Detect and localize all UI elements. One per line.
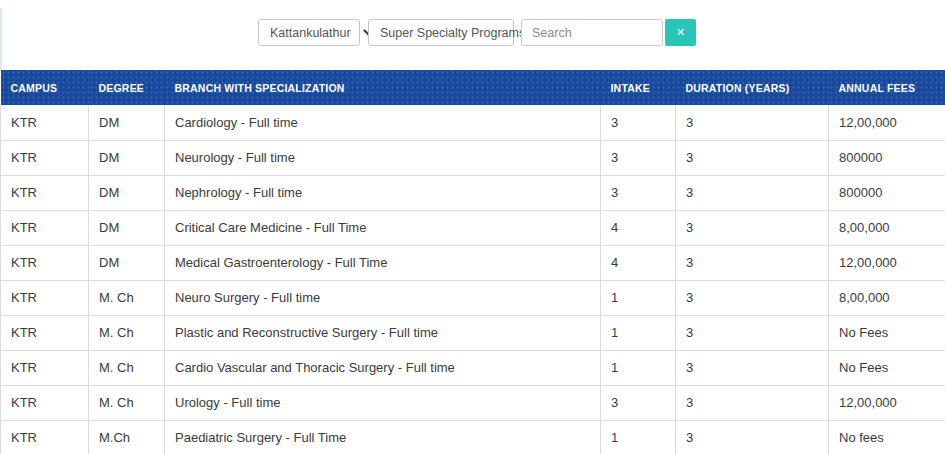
- cell-intake: 1: [601, 315, 676, 350]
- programs-table: CAMPUS DEGREE BRANCH WITH SPECIALIZATION…: [0, 70, 945, 454]
- cell-intake: 1: [601, 420, 676, 454]
- table-row: KTR M. Ch Plastic and Reconstructive Sur…: [1, 315, 945, 350]
- cell-duration: 3: [676, 210, 829, 245]
- cell-degree: M. Ch: [89, 315, 165, 350]
- table-row: KTR DM Cardiology - Full time 3 3 12,00,…: [1, 105, 945, 140]
- table-row: KTR M. Ch Urology - Full time 3 3 12,00,…: [1, 385, 945, 420]
- cell-degree: DM: [89, 210, 165, 245]
- program-select[interactable]: Super Specialty Programs: [368, 19, 514, 46]
- cell-campus: KTR: [1, 280, 89, 315]
- cell-degree: DM: [89, 175, 165, 210]
- table-row: KTR M. Ch Cardio Vascular and Thoracic S…: [1, 350, 945, 385]
- column-header-intake: INTAKE: [601, 70, 676, 105]
- table-row: KTR DM Nephrology - Full time 3 3 800000: [1, 175, 945, 210]
- campus-select[interactable]: Kattankulathur: [258, 19, 360, 46]
- cell-intake: 3: [601, 175, 676, 210]
- cell-duration: 3: [676, 315, 829, 350]
- cell-duration: 3: [676, 245, 829, 280]
- cell-duration: 3: [676, 420, 829, 454]
- page-edge-line: [0, 8, 2, 70]
- table-row: KTR DM Critical Care Medicine - Full Tim…: [1, 210, 945, 245]
- cell-branch: Critical Care Medicine - Full Time: [165, 210, 601, 245]
- cell-intake: 4: [601, 245, 676, 280]
- table-row: KTR M.Ch Paediatric Surgery - Full Time …: [1, 420, 945, 454]
- cell-duration: 3: [676, 105, 829, 140]
- table-header: CAMPUS DEGREE BRANCH WITH SPECIALIZATION…: [1, 70, 945, 105]
- cell-branch: Neuro Surgery - Full time: [165, 280, 601, 315]
- cell-campus: KTR: [1, 385, 89, 420]
- column-header-fees: ANNUAL FEES: [829, 70, 945, 105]
- table-row: KTR M. Ch Neuro Surgery - Full time 1 3 …: [1, 280, 945, 315]
- page: Kattankulathur Super Specialty Programs …: [0, 0, 945, 454]
- cell-duration: 3: [676, 280, 829, 315]
- cell-campus: KTR: [1, 140, 89, 175]
- cell-branch: Medical Gastroenterology - Full Time: [165, 245, 601, 280]
- cell-branch: Plastic and Reconstructive Surgery - Ful…: [165, 315, 601, 350]
- filter-controls: Kattankulathur Super Specialty Programs …: [258, 19, 696, 46]
- cell-branch: Neurology - Full time: [165, 140, 601, 175]
- table-row: KTR DM Neurology - Full time 3 3 800000: [1, 140, 945, 175]
- cell-fees: No Fees: [829, 315, 945, 350]
- cell-branch: Cardio Vascular and Thoracic Surgery - F…: [165, 350, 601, 385]
- cell-branch: Cardiology - Full time: [165, 105, 601, 140]
- cell-fees: 12,00,000: [829, 385, 945, 420]
- cell-fees: 12,00,000: [829, 245, 945, 280]
- cell-campus: KTR: [1, 175, 89, 210]
- cell-fees: 800000: [829, 140, 945, 175]
- cell-intake: 3: [601, 385, 676, 420]
- cell-fees: No fees: [829, 420, 945, 454]
- cell-degree: M. Ch: [89, 280, 165, 315]
- column-header-branch: BRANCH WITH SPECIALIZATION: [165, 70, 601, 105]
- cell-branch: Urology - Full time: [165, 385, 601, 420]
- cell-fees: 8,00,000: [829, 210, 945, 245]
- cell-degree: M.Ch: [89, 420, 165, 454]
- cell-fees: 12,00,000: [829, 105, 945, 140]
- cell-branch: Nephrology - Full time: [165, 175, 601, 210]
- cell-degree: M. Ch: [89, 350, 165, 385]
- search-input[interactable]: [521, 19, 663, 46]
- cell-degree: DM: [89, 245, 165, 280]
- campus-select-value: Kattankulathur: [270, 26, 351, 40]
- cell-fees: 800000: [829, 175, 945, 210]
- cell-fees: 8,00,000: [829, 280, 945, 315]
- cell-degree: M. Ch: [89, 385, 165, 420]
- cell-branch: Paediatric Surgery - Full Time: [165, 420, 601, 454]
- table-body: KTR DM Cardiology - Full time 3 3 12,00,…: [1, 105, 945, 454]
- program-select-value: Super Specialty Programs: [380, 26, 525, 40]
- cell-campus: KTR: [1, 105, 89, 140]
- cell-duration: 3: [676, 350, 829, 385]
- cell-fees: No Fees: [829, 350, 945, 385]
- cell-campus: KTR: [1, 420, 89, 454]
- close-icon: ✕: [676, 26, 685, 38]
- cell-intake: 3: [601, 140, 676, 175]
- cell-campus: KTR: [1, 350, 89, 385]
- column-header-degree: DEGREE: [89, 70, 165, 105]
- cell-campus: KTR: [1, 245, 89, 280]
- cell-degree: DM: [89, 140, 165, 175]
- cell-campus: KTR: [1, 210, 89, 245]
- clear-search-button[interactable]: ✕: [665, 19, 696, 46]
- cell-intake: 1: [601, 280, 676, 315]
- table-row: KTR DM Medical Gastroenterology - Full T…: [1, 245, 945, 280]
- column-header-campus: CAMPUS: [1, 70, 89, 105]
- cell-duration: 3: [676, 140, 829, 175]
- cell-intake: 1: [601, 350, 676, 385]
- column-header-duration: DURATION (YEARS): [676, 70, 829, 105]
- cell-intake: 3: [601, 105, 676, 140]
- cell-duration: 3: [676, 175, 829, 210]
- cell-duration: 3: [676, 385, 829, 420]
- cell-campus: KTR: [1, 315, 89, 350]
- cell-degree: DM: [89, 105, 165, 140]
- cell-intake: 4: [601, 210, 676, 245]
